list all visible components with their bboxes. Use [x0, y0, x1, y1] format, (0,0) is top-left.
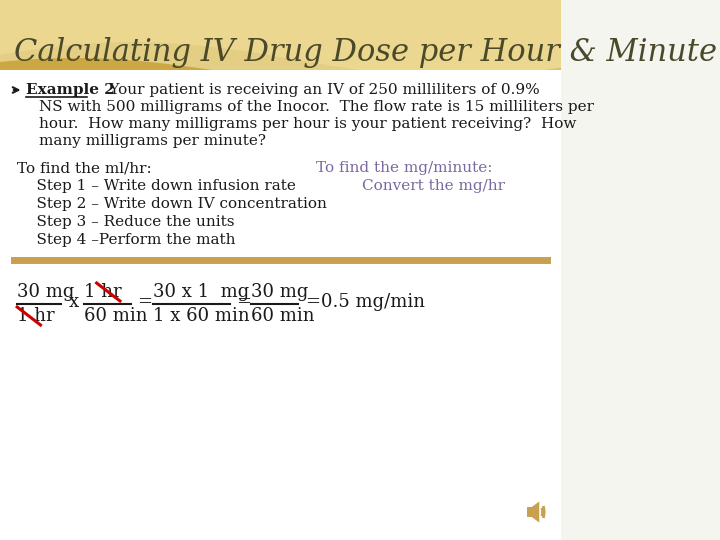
Text: Step 2 – Write down IV concentration: Step 2 – Write down IV concentration	[17, 197, 327, 211]
Text: 60 min: 60 min	[251, 307, 315, 325]
Text: Your patient is receiving an IV of 250 milliliters of 0.9%: Your patient is receiving an IV of 250 m…	[91, 83, 540, 97]
Text: 60 min: 60 min	[84, 307, 148, 325]
Text: 30 x 1  mg: 30 x 1 mg	[153, 283, 249, 301]
Text: 1 hr: 1 hr	[17, 307, 55, 325]
Text: To find the mg/minute:: To find the mg/minute:	[315, 161, 492, 175]
Text: Step 3 – Reduce the units: Step 3 – Reduce the units	[17, 215, 235, 229]
Polygon shape	[0, 0, 561, 78]
Text: =: =	[236, 293, 251, 311]
Text: 30 mg: 30 mg	[251, 283, 308, 301]
Polygon shape	[0, 0, 561, 85]
Text: To find the ml/hr:: To find the ml/hr:	[17, 161, 152, 175]
Text: 0.5 mg/min: 0.5 mg/min	[321, 293, 425, 311]
Text: Example 2: Example 2	[27, 83, 115, 97]
Text: hour.  How many milligrams per hour is your patient receiving?  How: hour. How many milligrams per hour is yo…	[39, 117, 576, 131]
FancyBboxPatch shape	[0, 70, 561, 540]
Text: =: =	[137, 293, 152, 311]
Text: 1 x 60 min: 1 x 60 min	[153, 307, 249, 325]
FancyBboxPatch shape	[527, 507, 531, 517]
Text: Step 4 –Perform the math: Step 4 –Perform the math	[17, 233, 235, 247]
Text: =: =	[305, 293, 320, 311]
Text: Step 1 – Write down infusion rate: Step 1 – Write down infusion rate	[17, 179, 296, 193]
Polygon shape	[531, 502, 539, 523]
Text: x: x	[68, 293, 78, 311]
Text: many milligrams per minute?: many milligrams per minute?	[39, 134, 266, 148]
Text: NS with 500 milligrams of the Inocor.  The flow rate is 15 milliliters per: NS with 500 milligrams of the Inocor. Th…	[39, 100, 594, 114]
Text: 1 hr: 1 hr	[84, 283, 122, 301]
Text: 30 mg: 30 mg	[17, 283, 74, 301]
Text: Calculating IV Drug Dose per Hour & Minute: Calculating IV Drug Dose per Hour & Minu…	[14, 37, 717, 68]
Polygon shape	[0, 0, 561, 86]
Text: Convert the mg/hr: Convert the mg/hr	[323, 179, 505, 193]
